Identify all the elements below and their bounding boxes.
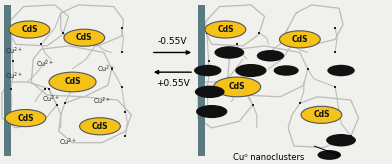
Text: -0.55V: -0.55V: [158, 37, 187, 45]
Circle shape: [80, 118, 120, 135]
Bar: [198, 5, 205, 156]
Circle shape: [64, 29, 105, 46]
Text: Cu$^{2+}$: Cu$^{2+}$: [5, 46, 24, 57]
Bar: [4, 5, 11, 156]
Text: Cu$^{2+}$: Cu$^{2+}$: [36, 58, 54, 70]
Text: CdS: CdS: [17, 114, 34, 123]
Text: CdS: CdS: [292, 35, 308, 44]
Circle shape: [49, 72, 96, 92]
Circle shape: [195, 86, 225, 98]
Circle shape: [194, 65, 221, 76]
Text: Cu$^{2+}$: Cu$^{2+}$: [93, 95, 111, 106]
Text: Cu$^{2+}$: Cu$^{2+}$: [42, 94, 60, 105]
Circle shape: [214, 46, 244, 59]
Circle shape: [235, 64, 267, 77]
Text: CdS: CdS: [21, 25, 38, 34]
Text: CdS: CdS: [64, 78, 81, 86]
Text: +0.55V: +0.55V: [156, 79, 189, 88]
Text: CdS: CdS: [217, 25, 234, 34]
Circle shape: [205, 21, 246, 38]
Circle shape: [9, 21, 50, 38]
Circle shape: [279, 31, 320, 48]
Circle shape: [257, 50, 284, 62]
Circle shape: [214, 77, 261, 97]
Circle shape: [196, 105, 227, 118]
Text: Cu$^{2+}$: Cu$^{2+}$: [5, 71, 24, 82]
Text: CdS: CdS: [92, 122, 108, 131]
Circle shape: [274, 65, 299, 76]
Circle shape: [327, 65, 355, 76]
Text: CdS: CdS: [76, 33, 93, 42]
Circle shape: [301, 106, 342, 123]
Text: CdS: CdS: [229, 82, 245, 91]
Circle shape: [318, 150, 341, 160]
Circle shape: [5, 110, 46, 127]
Text: Cu$^{2+}$: Cu$^{2+}$: [60, 136, 78, 147]
Text: Cu⁰ nanoclusters: Cu⁰ nanoclusters: [233, 153, 304, 162]
Text: Cu$^{2+}$: Cu$^{2+}$: [97, 64, 115, 75]
Text: CdS: CdS: [313, 110, 330, 119]
Circle shape: [326, 134, 356, 146]
